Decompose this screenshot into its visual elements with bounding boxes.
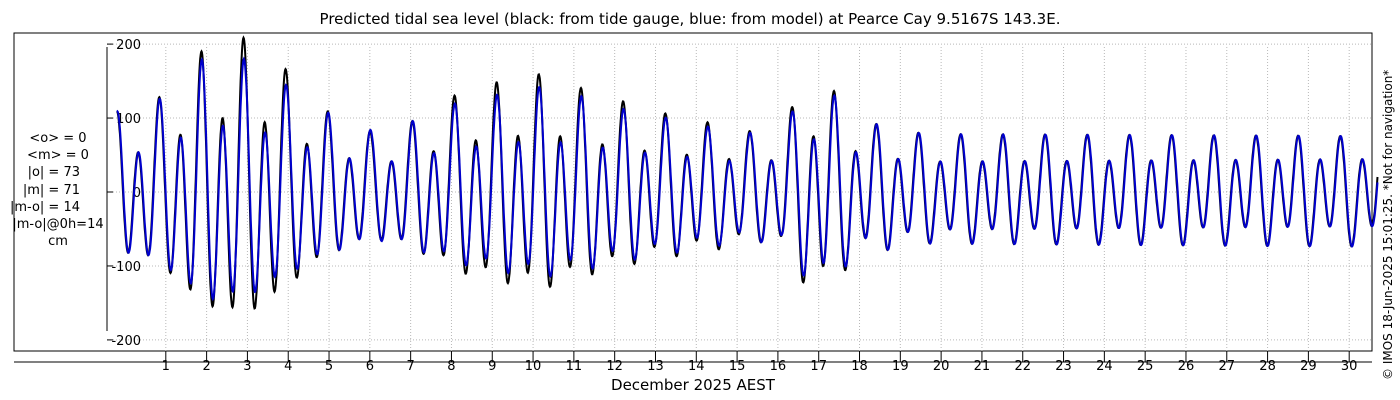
grid <box>107 43 1372 351</box>
y-tick-label: -100 <box>111 260 141 275</box>
stat-abs-obs: |o| = 73 <box>27 165 80 181</box>
y-tick-label: 200 <box>116 38 141 53</box>
x-tick-label: 14 <box>688 359 705 374</box>
x-tick-label: 9 <box>488 359 496 374</box>
x-tick-label: 8 <box>447 359 455 374</box>
series-line-model <box>116 56 1379 302</box>
x-tick-label: 6 <box>366 359 374 374</box>
y-ticks: -200 -100 0 100 200 <box>107 38 141 349</box>
series-line-gauge <box>116 35 1379 310</box>
x-tick-label: 10 <box>525 359 542 374</box>
y-tick-label: 0 <box>133 186 141 201</box>
x-tick-label: 15 <box>729 359 746 374</box>
outer-frame <box>13 32 1373 352</box>
x-tick-label: 29 <box>1300 359 1317 374</box>
x-tick-label: 20 <box>933 359 950 374</box>
chart-title: Predicted tidal sea level (black: from t… <box>320 10 1061 28</box>
x-tick-label: 28 <box>1259 359 1276 374</box>
x-tick-label: 26 <box>1178 359 1195 374</box>
x-tick-label: 12 <box>606 359 623 374</box>
stats-panel: <o> = 0 <m> = 0 |o| = 73 |m| = 71 |m-o| … <box>8 130 108 250</box>
x-tick-label: 23 <box>1055 359 1072 374</box>
stat-mean-obs: <o> = 0 <box>29 131 87 146</box>
x-tick-label: 22 <box>1014 359 1031 374</box>
x-ticks: 1 2 3 4 5 6 7 8 9 10 11 12 13 14 15 16 17 18 19 20 21 22 23 24 2… <box>162 351 1358 374</box>
x-tick-label: 1 <box>162 359 170 374</box>
x-tick-label: 11 <box>566 359 583 374</box>
x-tick-label: 17 <box>810 359 827 374</box>
x-axis-label: December 2025 AEST <box>611 376 776 394</box>
x-tick-label: 30 <box>1341 359 1358 374</box>
stat-abs-diff: |m-o| = 14 <box>9 199 80 215</box>
x-tick-label: 27 <box>1219 359 1236 374</box>
x-tick-label: 4 <box>284 359 292 374</box>
x-tick-label: 21 <box>974 359 991 374</box>
stat-mean-model: <m> = 0 <box>27 148 89 164</box>
x-tick-label: 25 <box>1137 359 1154 374</box>
x-tick-label: 13 <box>647 359 664 374</box>
x-tick-label: 2 <box>202 359 210 374</box>
x-tick-label: 3 <box>243 359 251 374</box>
stat-abs-model: |m| = 71 <box>22 182 80 198</box>
x-tick-label: 19 <box>892 359 909 374</box>
x-tick-label: 5 <box>325 359 333 374</box>
y-tick-label: -200 <box>111 334 141 349</box>
x-tick-label: 16 <box>770 359 787 374</box>
x-tick-label: 18 <box>851 359 868 374</box>
y-tick-label: 100 <box>116 112 141 127</box>
x-tick-label: 7 <box>407 359 415 374</box>
copyright-notice: © IMOS 18-Jun-2025 15:01:25. *Not for na… <box>1381 70 1395 380</box>
stat-unit: cm <box>48 234 68 250</box>
stat-abs-diff-0h: |m-o|@0h=14 <box>12 217 104 233</box>
x-tick-label: 24 <box>1096 359 1113 374</box>
